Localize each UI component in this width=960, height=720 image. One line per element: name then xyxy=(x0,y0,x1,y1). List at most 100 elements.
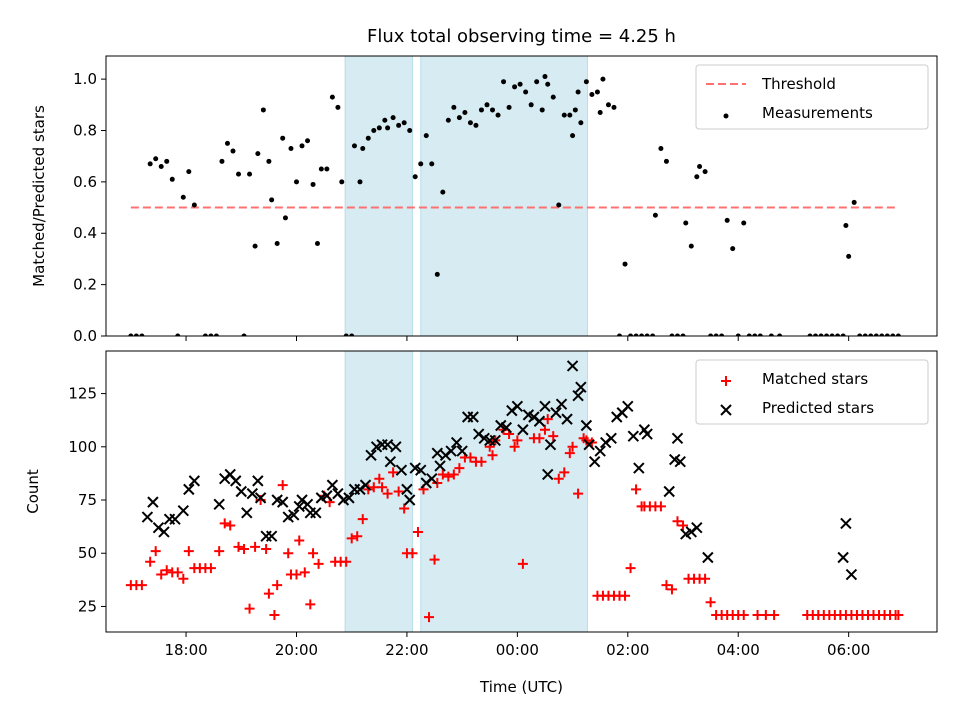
x-tick-label: 06:00 xyxy=(827,641,870,659)
data-point xyxy=(501,79,507,85)
data-point xyxy=(769,609,780,620)
data-point xyxy=(566,360,579,372)
data-point xyxy=(561,112,567,118)
data-point xyxy=(236,171,242,177)
data-point xyxy=(548,431,559,442)
data-point xyxy=(382,488,393,499)
data-point xyxy=(448,469,459,480)
data-point xyxy=(837,551,849,564)
data-point xyxy=(544,438,557,451)
data-point xyxy=(282,215,288,221)
data-point xyxy=(371,127,377,133)
data-point xyxy=(225,520,236,531)
data-point xyxy=(313,558,324,569)
data-point xyxy=(738,609,749,620)
data-point xyxy=(219,158,225,164)
data-point xyxy=(241,333,247,336)
data-point xyxy=(757,333,763,336)
data-point xyxy=(429,554,440,565)
legend-box xyxy=(695,64,929,130)
x-tick-label: 22:00 xyxy=(385,641,428,659)
data-point xyxy=(490,107,496,113)
legend-box xyxy=(695,359,929,425)
data-point xyxy=(509,441,520,452)
chart-title: Flux total observing time = 4.25 h xyxy=(367,26,676,47)
data-point xyxy=(377,482,388,493)
data-point xyxy=(650,333,656,336)
x-tick-label: 04:00 xyxy=(717,641,760,659)
data-point xyxy=(843,223,849,229)
data-point xyxy=(357,514,368,525)
data-point xyxy=(462,110,468,116)
data-point xyxy=(263,588,274,599)
data-point xyxy=(219,518,230,529)
data-point xyxy=(652,212,658,218)
data-point xyxy=(691,521,703,534)
y-tick-label: 25 xyxy=(78,597,97,615)
data-point xyxy=(434,460,446,472)
data-point xyxy=(399,503,410,514)
data-point xyxy=(835,333,841,336)
data-point xyxy=(213,333,219,336)
data-point xyxy=(191,202,197,208)
data-point xyxy=(128,333,134,336)
data-point xyxy=(456,115,462,121)
data-point xyxy=(163,513,176,525)
data-point xyxy=(188,475,201,487)
data-point xyxy=(415,464,427,476)
data-point xyxy=(147,161,153,167)
data-point xyxy=(688,243,694,249)
data-point xyxy=(261,543,272,554)
data-point xyxy=(581,435,592,446)
data-point xyxy=(180,194,186,200)
data-point xyxy=(572,389,584,402)
data-point xyxy=(224,140,230,146)
data-point xyxy=(719,333,725,336)
data-point xyxy=(512,435,523,446)
data-point xyxy=(440,189,446,195)
data-point xyxy=(175,333,181,336)
data-point xyxy=(724,217,730,223)
data-point xyxy=(666,584,677,595)
data-point xyxy=(713,333,719,336)
data-point xyxy=(478,107,484,113)
data-point xyxy=(407,127,413,133)
data-point xyxy=(517,81,523,87)
data-point xyxy=(305,138,311,144)
data-point xyxy=(293,179,299,185)
data-point xyxy=(594,445,606,457)
data-point xyxy=(299,143,305,149)
data-point xyxy=(183,483,195,496)
data-point xyxy=(489,434,501,447)
data-point xyxy=(230,475,242,487)
data-point xyxy=(456,445,468,457)
data-point xyxy=(539,424,550,435)
data-point xyxy=(735,333,741,336)
data-point xyxy=(534,433,545,444)
data-point xyxy=(600,76,606,82)
data-point xyxy=(339,179,345,185)
data-point xyxy=(304,507,317,519)
data-point xyxy=(846,253,852,259)
data-point xyxy=(136,580,147,591)
data-point xyxy=(702,551,714,564)
data-point xyxy=(407,548,418,559)
data-point xyxy=(390,115,396,121)
data-point xyxy=(178,573,189,584)
data-point xyxy=(318,166,324,172)
data-point xyxy=(639,333,645,336)
data-point xyxy=(674,455,686,468)
x-tick-label: 00:00 xyxy=(496,641,539,659)
data-point xyxy=(700,573,711,584)
data-point xyxy=(661,580,672,591)
data-point xyxy=(702,169,708,175)
data-point xyxy=(506,104,512,110)
y-tick-label: 0.0 xyxy=(73,327,97,345)
data-point xyxy=(252,243,258,249)
y-axis-label: Count xyxy=(24,469,42,514)
legend-marker xyxy=(721,376,731,386)
data-point xyxy=(431,447,444,459)
data-point xyxy=(381,438,394,451)
data-point xyxy=(451,104,457,110)
